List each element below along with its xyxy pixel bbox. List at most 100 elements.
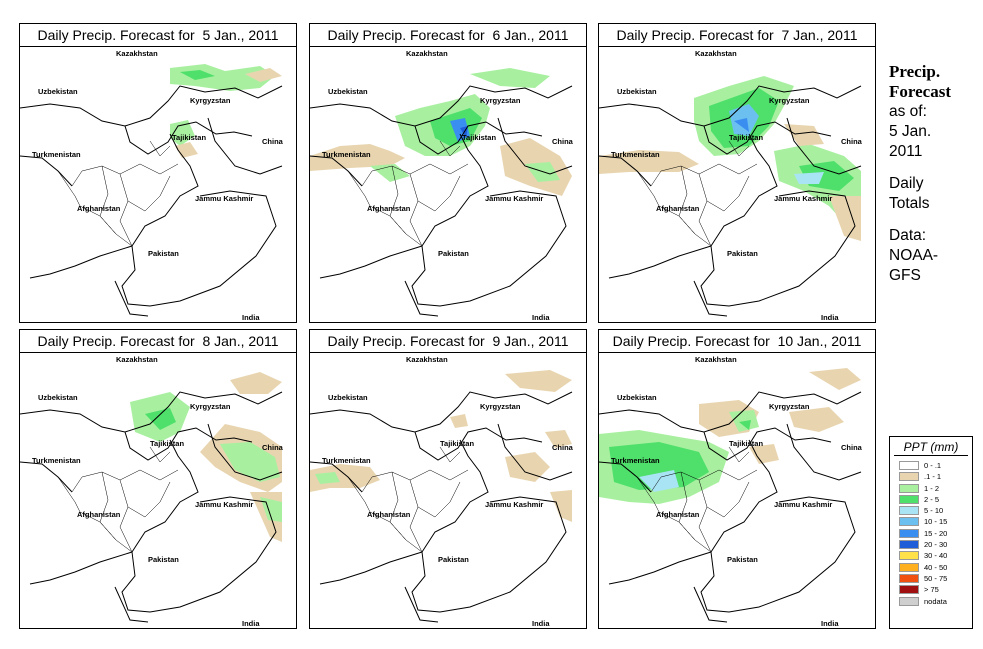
precip-map: Kazakhstan Uzbekistan Kyrgyzstan Tajikis… [20, 355, 284, 628]
label-pakistan: Pakistan [148, 249, 179, 258]
panel-title: Daily Precip. Forecast for 10 Jan., 2011 [599, 330, 875, 353]
legend-swatch [899, 528, 919, 538]
forecast-panel-jan6: Daily Precip. Forecast for 6 Jan., 2011 [309, 23, 587, 323]
data-source-line1: Data: [889, 227, 927, 244]
legend-label: 50 - 75 [924, 573, 948, 583]
legend-label: 40 - 50 [924, 562, 948, 572]
panel-title: Daily Precip. Forecast for 8 Jan., 2011 [20, 330, 296, 353]
label-kazakhstan: Kazakhstan [406, 49, 448, 58]
legend-item: 40 - 50 [890, 562, 972, 573]
precip-map: Kazakhstan Uzbekistan Kyrgyzstan Tajikis… [310, 355, 574, 628]
legend-item: 20 - 30 [890, 539, 972, 550]
admin-boundaries [57, 446, 179, 553]
label-uzbekistan: Uzbekistan [38, 393, 78, 402]
forecast-panel-jan5: Daily Precip. Forecast for 5 Jan., 2011 [19, 23, 297, 323]
borders [20, 391, 283, 623]
legend-label: 15 - 20 [924, 528, 948, 538]
label-kyrgyzstan: Kyrgyzstan [480, 402, 521, 411]
precip-map: Kazakhstan Uzbekistan Kyrgyzstan Tajikis… [599, 49, 863, 322]
label-tajikistan: Tajikistan [462, 133, 496, 142]
admin-boundaries [347, 140, 469, 247]
legend-item: 30 - 40 [890, 550, 972, 561]
label-jammu-kashmir: Jammu Kashmir [774, 500, 832, 509]
forecast-panel-jan7: Daily Precip. Forecast for 7 Jan., 2011 [598, 23, 876, 323]
label-uzbekistan: Uzbekistan [38, 87, 78, 96]
label-jammu-kashmir: Jammu Kashmir [485, 500, 543, 509]
panel-title: Daily Precip. Forecast for 9 Jan., 2011 [310, 330, 586, 353]
label-turkmenistan: Turkmenistan [322, 456, 371, 465]
forecast-panel-jan8: Daily Precip. Forecast for 8 Jan., 2011 [19, 329, 297, 629]
precip-overlay [170, 64, 282, 158]
label-tajikistan: Tajikistan [729, 133, 763, 142]
precip-overlay [130, 372, 282, 542]
legend-item: 10 - 15 [890, 516, 972, 527]
legend-swatch [899, 494, 919, 504]
label-turkmenistan: Turkmenistan [32, 150, 81, 159]
label-india: India [242, 313, 260, 322]
legend-item: 2 - 5 [890, 494, 972, 505]
borders [599, 391, 862, 623]
legend-label: .1 - 1 [924, 472, 942, 482]
label-china: China [552, 443, 574, 452]
label-jammu-kashmir: Jammu Kashmir [195, 194, 253, 203]
label-china: China [262, 443, 284, 452]
legend-item: 1 - 2 [890, 483, 972, 494]
label-china: China [262, 137, 284, 146]
legend-swatch [899, 472, 919, 482]
legend-swatch [899, 585, 919, 595]
precip-overlay [310, 370, 572, 522]
label-china: China [841, 137, 863, 146]
legend-label: > 75 [924, 585, 939, 595]
legend-swatch [899, 506, 919, 516]
label-tajikistan: Tajikistan [150, 439, 184, 448]
panel-title: Daily Precip. Forecast for 6 Jan., 2011 [310, 24, 586, 47]
label-turkmenistan: Turkmenistan [611, 456, 660, 465]
legend-swatch [899, 540, 919, 550]
precip-overlay [310, 68, 572, 196]
label-tajikistan: Tajikistan [440, 439, 474, 448]
label-kazakhstan: Kazakhstan [695, 49, 737, 58]
forecast-panel-jan9: Daily Precip. Forecast for 9 Jan., 2011 [309, 329, 587, 629]
legend-label: 2 - 5 [924, 494, 940, 504]
spacer [889, 162, 979, 174]
label-pakistan: Pakistan [438, 249, 469, 258]
label-afghanistan: Afghanistan [367, 204, 411, 213]
label-uzbekistan: Uzbekistan [617, 393, 657, 402]
label-kazakhstan: Kazakhstan [695, 355, 737, 364]
spacer [889, 214, 979, 226]
label-kyrgyzstan: Kyrgyzstan [769, 96, 810, 105]
precip-map: Kazakhstan Uzbekistan Kyrgyzstan Tajikis… [20, 49, 284, 322]
label-turkmenistan: Turkmenistan [32, 456, 81, 465]
side-info: Precip. Forecast as of: 5 Jan. 2011 Dail… [889, 62, 979, 286]
label-kazakhstan: Kazakhstan [406, 355, 448, 364]
label-jammu-kashmir: Jammu Kashmir [774, 194, 832, 203]
legend-label: 5 - 10 [924, 506, 944, 516]
label-china: China [552, 137, 574, 146]
label-turkmenistan: Turkmenistan [611, 150, 660, 159]
label-kazakhstan: Kazakhstan [116, 355, 158, 364]
precip-map: Kazakhstan Uzbekistan Kyrgyzstan Tajikis… [310, 49, 574, 322]
legend-item: 50 - 75 [890, 573, 972, 584]
admin-boundaries [636, 446, 758, 553]
legend-swatch [899, 562, 919, 572]
label-jammu-kashmir: Jammu Kashmir [195, 500, 253, 509]
label-jammu-kashmir: Jammu Kashmir [485, 194, 543, 203]
label-uzbekistan: Uzbekistan [328, 87, 368, 96]
borders [599, 85, 862, 317]
legend-label: 10 - 15 [924, 517, 948, 527]
label-afghanistan: Afghanistan [656, 510, 700, 519]
label-kyrgyzstan: Kyrgyzstan [769, 402, 810, 411]
legend-swatch [899, 596, 919, 606]
precip-overlay [599, 368, 861, 504]
legend-label: 30 - 40 [924, 551, 948, 561]
label-uzbekistan: Uzbekistan [328, 393, 368, 402]
label-kyrgyzstan: Kyrgyzstan [480, 96, 521, 105]
label-india: India [821, 619, 839, 628]
data-source-line3: GFS [889, 267, 921, 284]
panel-title: Daily Precip. Forecast for 5 Jan., 2011 [20, 24, 296, 47]
label-afghanistan: Afghanistan [367, 510, 411, 519]
borders [310, 85, 573, 317]
label-india: India [532, 313, 550, 322]
